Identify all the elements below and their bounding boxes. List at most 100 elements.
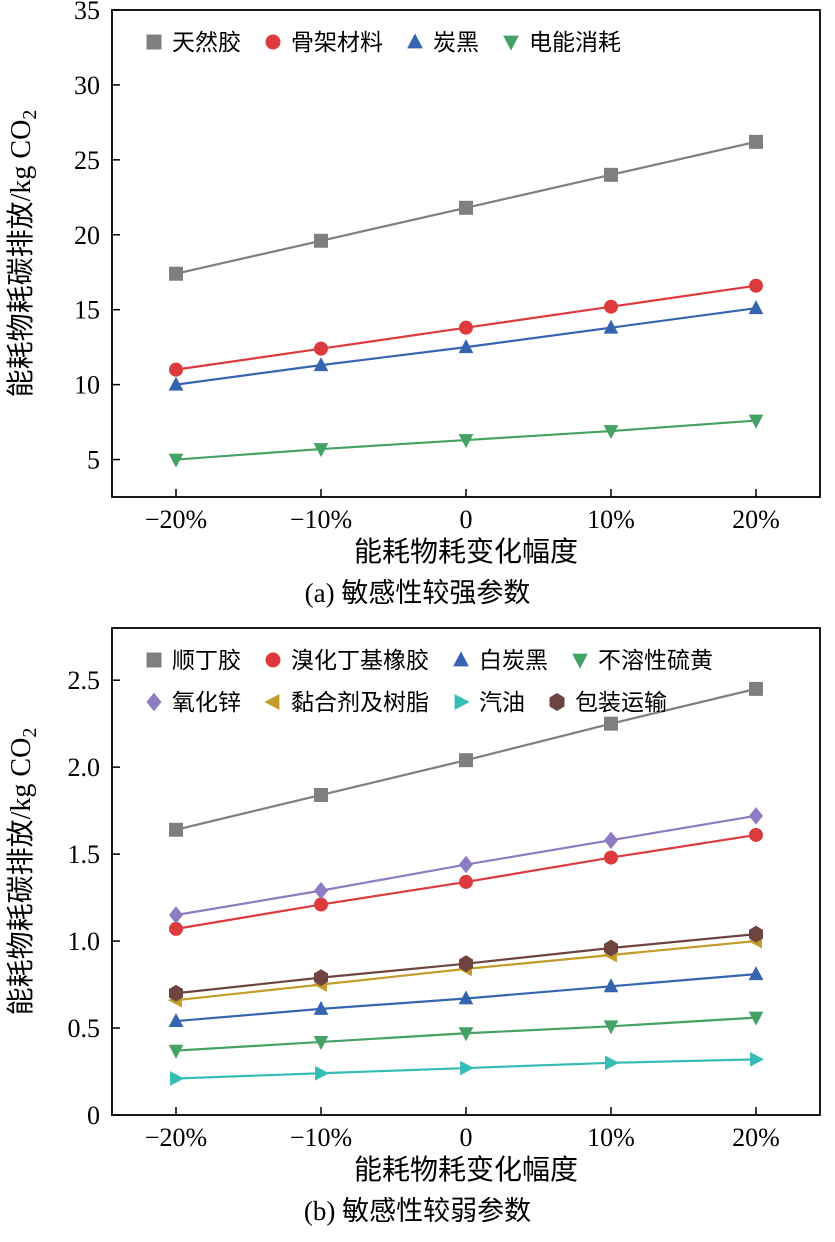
x-tick-label: −20% — [145, 1123, 207, 1152]
legend-label: 白炭黑 — [479, 648, 548, 673]
diamond-data-point-marker — [604, 831, 618, 849]
series-6 — [170, 1051, 765, 1086]
legend-circle-marker-icon — [265, 34, 281, 50]
legend-square-marker-icon — [146, 652, 162, 668]
legend-triangle-left-marker-icon — [264, 694, 280, 710]
circle-data-point-marker — [604, 850, 618, 865]
legend-label: 不溶性硫黄 — [598, 648, 713, 673]
triangle-right-data-point-marker — [460, 1060, 475, 1076]
y-tick-label: 1.5 — [68, 840, 101, 869]
triangle-down-data-point-marker — [603, 425, 619, 440]
chart-b-canvas: 0 0.5 1.0 1.5 2.0 2.5 −20% −10% 0 10% 20% 能耗物耗变化幅度 能… — [5, 627, 821, 1186]
triangle-up-data-point-marker — [313, 1000, 329, 1015]
triangle-right-data-point-marker — [750, 1051, 765, 1067]
triangle-up-data-point-marker — [603, 978, 619, 993]
circle-data-point-marker — [604, 299, 618, 314]
x-tick-label: 0 — [460, 1123, 473, 1152]
triangle-right-data-point-marker — [605, 1055, 620, 1071]
triangle-down-data-point-marker — [748, 1011, 764, 1026]
y-axis-title: 能耗物耗碳排放/kg CO2 — [5, 110, 41, 398]
square-data-point-marker — [314, 233, 328, 248]
x-axis-title: 能耗物耗变化幅度 — [354, 1154, 578, 1186]
legend-triangle-up-marker-icon — [407, 33, 423, 49]
series-2 — [168, 300, 764, 391]
series-7 — [169, 925, 763, 1002]
triangle-down-data-point-marker — [748, 414, 764, 429]
diamond-data-point-marker — [459, 855, 473, 874]
circle-data-point-marker — [169, 362, 183, 377]
chart-a-caption: (a) 敏感性较强参数 — [304, 578, 531, 608]
y-tick-label: 20 — [74, 221, 100, 250]
triangle-right-data-point-marker — [170, 1071, 185, 1086]
triangle-up-data-point-marker — [168, 1013, 184, 1028]
circle-data-point-marker — [169, 921, 183, 936]
y-tick-label: 5 — [87, 446, 100, 475]
triangle-up-data-point-marker — [458, 990, 474, 1005]
circle-data-point-marker — [749, 827, 763, 842]
y-tick-label: 0.5 — [68, 1014, 101, 1043]
square-data-point-marker — [459, 200, 473, 215]
y-tick-label: 25 — [74, 146, 100, 175]
legend-label: 氧化锌 — [172, 690, 241, 715]
square-data-point-marker — [604, 716, 618, 731]
legend-label: 天然胶 — [172, 30, 241, 55]
y-tick-label: 0 — [87, 1101, 100, 1130]
y-tick-label: 2.5 — [68, 666, 101, 695]
square-data-point-marker — [749, 681, 763, 696]
diamond-data-point-marker — [169, 906, 183, 924]
series-1 — [169, 827, 763, 936]
hexagon-data-point-marker — [749, 925, 763, 943]
triangle-down-data-point-marker — [603, 1020, 619, 1035]
legend-label: 黏合剂及树脂 — [291, 690, 429, 715]
x-tick-label: −10% — [290, 1123, 352, 1152]
series-1 — [169, 278, 763, 377]
triangle-up-data-point-marker — [458, 339, 474, 354]
legend-hexagon-marker-icon — [549, 693, 565, 711]
diamond-data-point-marker — [314, 881, 328, 900]
circle-data-point-marker — [749, 278, 763, 293]
x-tick-label: 0 — [460, 505, 473, 534]
x-tick-label: 20% — [732, 1123, 780, 1152]
series-2 — [168, 966, 764, 1028]
hexagon-data-point-marker — [459, 955, 473, 973]
legend-square-marker-icon — [146, 34, 162, 50]
hexagon-data-point-marker — [604, 939, 618, 957]
y-tick-label: 10 — [74, 371, 100, 400]
legend-circle-marker-icon — [265, 652, 281, 668]
triangle-down-data-point-marker — [458, 434, 474, 449]
series-3 — [168, 1011, 764, 1059]
legend-label: 顺丁胶 — [172, 648, 241, 673]
circle-data-point-marker — [459, 320, 473, 335]
triangle-down-data-point-marker — [168, 453, 184, 468]
legend-triangle-down-marker-icon — [503, 35, 519, 51]
x-tick-label: −20% — [145, 505, 207, 534]
triangle-down-data-point-marker — [168, 1044, 184, 1059]
triangle-up-data-point-marker — [168, 376, 184, 391]
y-tick-label: 15 — [74, 296, 100, 325]
triangle-down-data-point-marker — [313, 443, 329, 458]
chart-b: 0 0.5 1.0 1.5 2.0 2.5 −20% −10% 0 10% 20% 能耗物耗变化幅度 能… — [0, 618, 835, 1236]
legend-triangle-down-marker-icon — [572, 653, 588, 669]
triangle-up-data-point-marker — [313, 357, 329, 372]
series-0 — [169, 681, 763, 837]
circle-data-point-marker — [459, 874, 473, 889]
legend-label: 溴化丁基橡胶 — [291, 648, 429, 673]
chart-b-caption: (b) 敏感性较弱参数 — [303, 1196, 532, 1226]
legend-label: 电能消耗 — [529, 30, 621, 55]
triangle-up-data-point-marker — [748, 966, 764, 981]
chart-a-canvas: 5 10 15 20 25 30 35 −20% −10% 0 10% 20% 能耗物耗变化幅度 能耗物耗… — [5, 0, 821, 568]
x-tick-label: −10% — [290, 505, 352, 534]
legend-triangle-up-marker-icon — [453, 651, 469, 667]
legend-diamond-marker-icon — [146, 692, 162, 712]
triangle-up-data-point-marker — [603, 319, 619, 334]
square-data-point-marker — [169, 822, 183, 837]
series-0 — [169, 134, 763, 281]
legend-label: 汽油 — [479, 690, 525, 715]
y-tick-label: 1.0 — [68, 927, 101, 956]
hexagon-data-point-marker — [169, 984, 183, 1002]
y-tick-label: 2.0 — [68, 753, 101, 782]
chart-a: 5 10 15 20 25 30 35 −20% −10% 0 10% 20% 能耗物耗变化幅度 能耗物耗… — [0, 0, 835, 618]
x-axis-title: 能耗物耗变化幅度 — [354, 536, 578, 568]
triangle-down-data-point-marker — [458, 1027, 474, 1042]
